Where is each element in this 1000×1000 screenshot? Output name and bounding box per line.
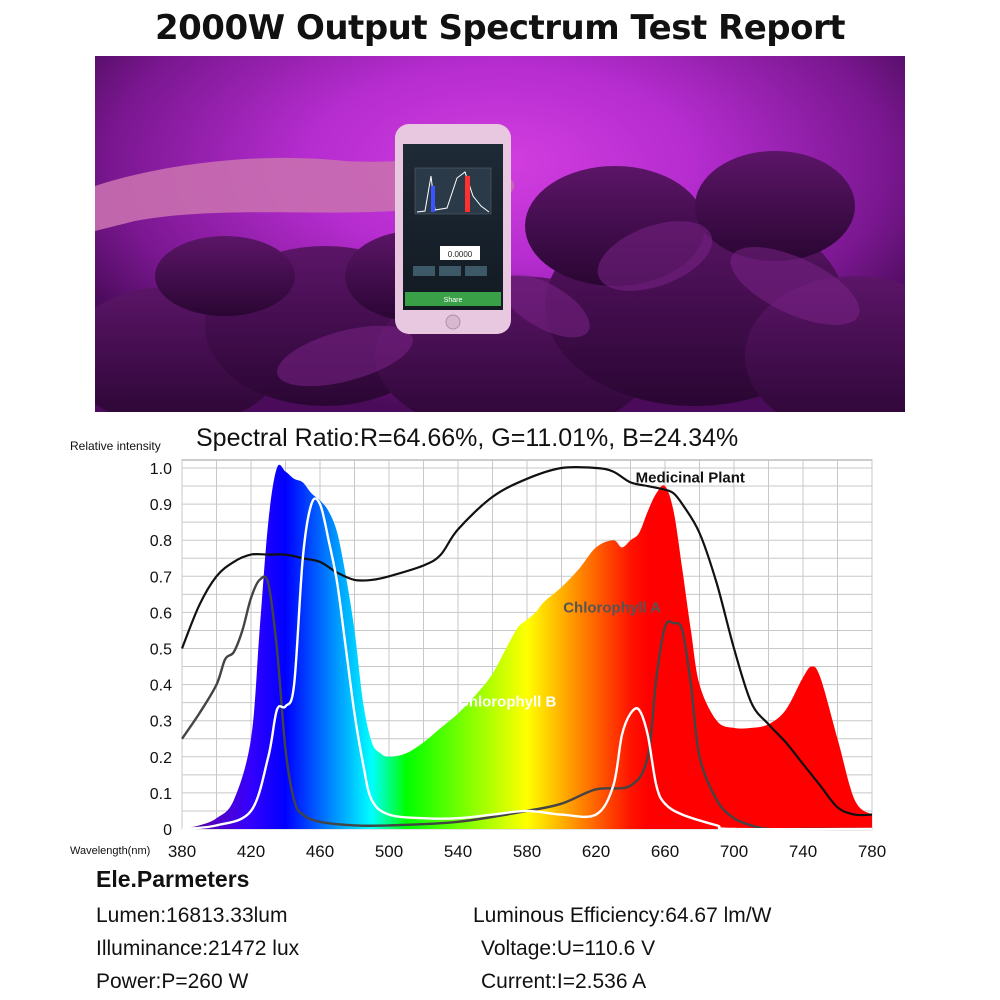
annotations: Medicinal Plant Chlorophyll A Chlorophyll … xyxy=(458,469,745,710)
medicinal-plant-line xyxy=(180,465,873,817)
x-tick-label: 380 xyxy=(168,842,196,861)
series-lines xyxy=(180,465,873,831)
phone-share-button: Share xyxy=(444,297,463,304)
y-tick-label: 0.4 xyxy=(150,678,172,695)
y-tick-label: 0.2 xyxy=(150,750,172,767)
spectral-ratio: Spectral Ratio:R=64.66%, G=11.01%, B=24.… xyxy=(196,424,739,452)
param-lumen: Lumen:16813.33lum xyxy=(96,904,288,927)
x-tick-label: 500 xyxy=(375,842,403,861)
spectrum-area xyxy=(182,464,872,829)
x-tick-label: 660 xyxy=(651,842,679,861)
x-tick-label: 740 xyxy=(789,842,817,861)
y-tick-label: 0.8 xyxy=(150,533,172,550)
x-tick-label: 780 xyxy=(858,842,886,861)
phone: 0.0000 Share xyxy=(395,124,511,334)
y-tick-label: 0.7 xyxy=(150,569,172,586)
x-tick-label: 580 xyxy=(513,842,541,861)
y-tick-label: 1.0 xyxy=(150,461,172,478)
chlorophyll-a-line xyxy=(181,575,873,831)
param-voltage: Voltage:U=110.6 V xyxy=(481,937,656,960)
x-tick-label: 420 xyxy=(237,842,265,861)
page-title: 2000W Output Spectrum Test Report xyxy=(154,8,846,48)
x-tick-label: 620 xyxy=(582,842,610,861)
params-title: Ele.Parmeters xyxy=(96,866,250,892)
param-current: Current:I=2.536 A xyxy=(481,970,647,993)
phone-reading: 0.0000 xyxy=(448,250,473,259)
y-tick-label: 0 xyxy=(163,822,172,839)
annotation-chlorophyll-a: Chlorophyll A xyxy=(563,599,661,616)
y-tick-label: 0.3 xyxy=(150,714,172,731)
param-illuminance: Illuminance:21472 lux xyxy=(96,937,300,960)
product-photo: 0.0000 Share xyxy=(95,56,905,412)
y-tick-label: 0.5 xyxy=(150,642,172,659)
param-power: Power:P=260 W xyxy=(96,970,249,993)
x-tick-label: 460 xyxy=(306,842,334,861)
y-tick-label: 0.1 xyxy=(150,786,172,803)
photo-illustration: 0.0000 Share xyxy=(95,124,905,412)
y-tick-label: 0.6 xyxy=(150,605,172,622)
y-tick-label: 0.9 xyxy=(150,497,172,514)
annotation-chlorophyll-b: Chlorophyll B xyxy=(458,693,556,710)
chlorophyll-b-line xyxy=(181,497,873,831)
y-axis-label: Relative intensity xyxy=(70,439,161,453)
spectrum-area-layer xyxy=(182,464,872,829)
x-axis-label: Wavelength(nm) xyxy=(70,845,150,857)
param-efficiency: Luminous Efficiency:64.67 lm/W xyxy=(473,904,772,927)
spectrum-chart: 0 0.1 0.2 0.3 0.4 0.5 0.6 0.7 0.8 0.9 1.0 380 420 460… xyxy=(70,459,886,861)
axis-ticks: 0 0.1 0.2 0.3 0.4 0.5 0.6 0.7 0.8 0.9 1.0 380 420 460… xyxy=(70,461,886,861)
x-tick-label: 700 xyxy=(720,842,748,861)
annotation-medicinal-plant: Medicinal Plant xyxy=(636,469,745,486)
x-tick-label: 540 xyxy=(444,842,472,861)
